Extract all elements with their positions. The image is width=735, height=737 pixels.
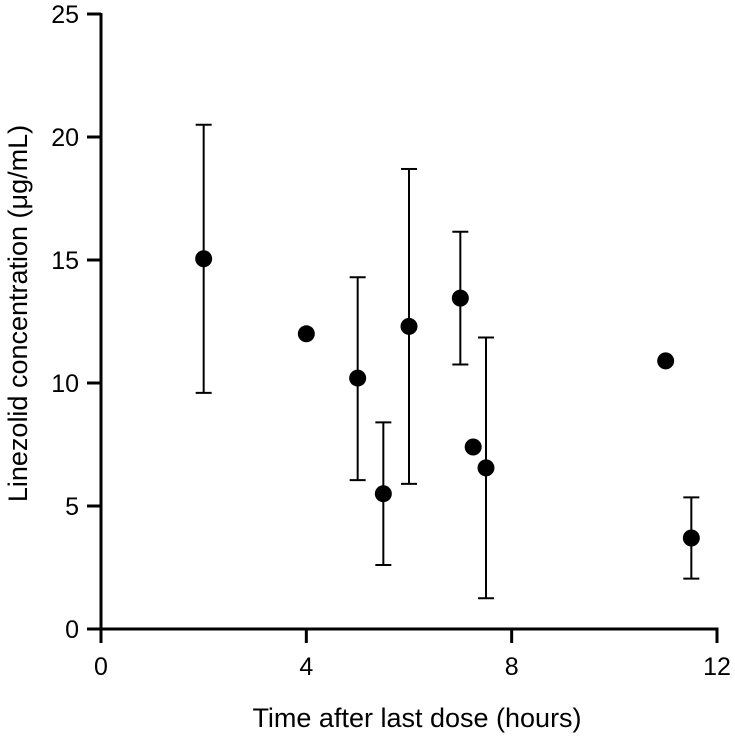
x-ticks: 0 4 8 12	[94, 629, 731, 681]
y-tick-label: 10	[51, 370, 79, 398]
y-tick-label: 0	[65, 616, 79, 644]
y-tick-label: 5	[65, 493, 79, 521]
data-point	[374, 485, 392, 503]
data-point	[657, 352, 675, 370]
y-axis-title: Linezolid concentration (μg/mL)	[3, 125, 33, 502]
y-tick-label: 20	[51, 124, 79, 152]
data-point	[349, 369, 367, 387]
y-tick-label: 25	[51, 1, 79, 29]
x-tick-label: 8	[505, 653, 519, 681]
x-tick-label: 0	[94, 653, 108, 681]
data-point	[682, 529, 700, 547]
y-tick-label: 15	[51, 247, 79, 275]
y-ticks: 0 5 10 15 20 25	[51, 1, 101, 644]
data-point	[195, 250, 213, 268]
error-bars	[195, 123, 700, 600]
x-axis-title: Time after last dose (hours)	[252, 703, 581, 733]
x-tick-label: 12	[703, 653, 731, 681]
data-point	[451, 289, 469, 307]
data-point	[464, 438, 482, 456]
data-point	[400, 317, 418, 335]
data-point	[297, 325, 315, 343]
data-point	[477, 459, 495, 477]
axes	[99, 13, 719, 631]
x-tick-label: 4	[299, 653, 313, 681]
data-points	[195, 250, 700, 547]
